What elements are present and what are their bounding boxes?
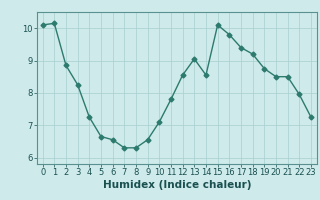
X-axis label: Humidex (Indice chaleur): Humidex (Indice chaleur) (102, 180, 251, 190)
